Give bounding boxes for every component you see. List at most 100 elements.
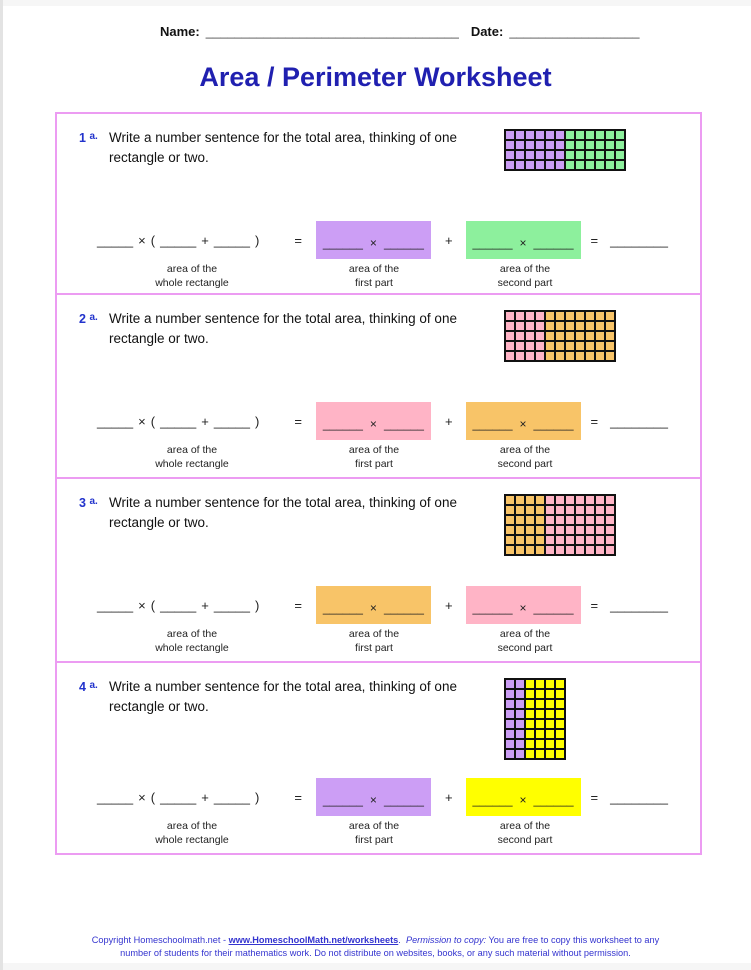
grid-cell xyxy=(516,526,524,534)
grid-cell xyxy=(576,526,584,534)
label-second-part: area of the second part xyxy=(440,443,610,471)
problem-number-suffix: a. xyxy=(89,680,98,691)
blank-field: ______ xyxy=(383,236,424,250)
grid-cell xyxy=(606,151,614,159)
grid-cell xyxy=(516,740,524,748)
grid-cell xyxy=(516,141,524,149)
grid-cell xyxy=(526,740,534,748)
label-line: whole rectangle xyxy=(155,834,229,847)
blank-field: ______ xyxy=(533,236,574,250)
grid-cell xyxy=(556,516,564,524)
label-line: second part xyxy=(497,277,553,290)
open-paren: ( xyxy=(150,597,156,613)
plus-sign: + xyxy=(444,232,453,248)
grid-cell xyxy=(586,526,594,534)
label-line: area of the xyxy=(166,820,218,832)
grid-cell xyxy=(546,526,554,534)
blank-field: _____ xyxy=(97,232,134,248)
grid-cell xyxy=(556,690,564,698)
blank-field: _____ xyxy=(213,597,250,613)
grid-cell xyxy=(576,342,584,350)
grid-cell xyxy=(506,131,514,139)
number-sentence-4: _____ ×(_____ + _____) = ______ × ______ + __… xyxy=(97,775,694,819)
grid-cell xyxy=(526,342,534,350)
label-line: area of the xyxy=(499,628,551,640)
grid-cell xyxy=(536,141,544,149)
times-sign: × xyxy=(138,413,146,429)
open-paren: ( xyxy=(150,413,156,429)
grid-cell xyxy=(526,151,534,159)
grid-cell xyxy=(566,546,574,554)
grid-cell xyxy=(536,546,544,554)
grid-cell xyxy=(536,312,544,320)
grid-cell xyxy=(576,322,584,330)
whole-expression: _____ ×(_____ + _____) xyxy=(97,790,264,805)
grid-cell xyxy=(616,131,624,139)
blank-field: _____ xyxy=(160,597,197,613)
grid-cell xyxy=(586,342,594,350)
grid-cell xyxy=(526,332,534,340)
grid-cell xyxy=(536,536,544,544)
grid-cell xyxy=(566,516,574,524)
grid-cell xyxy=(516,312,524,320)
grid-cell xyxy=(596,342,604,350)
grid-cell xyxy=(556,352,564,360)
grid-cell xyxy=(536,516,544,524)
grid-cell xyxy=(566,322,574,330)
first-part-box: ______ × ______ xyxy=(315,586,431,624)
grid-cell xyxy=(596,516,604,524)
label-line: whole rectangle xyxy=(155,458,229,471)
close-paren: ) xyxy=(255,413,260,429)
grid-cell xyxy=(516,332,524,340)
grid-cell xyxy=(596,496,604,504)
label-second-part: area of the second part xyxy=(440,627,610,655)
grid-cell xyxy=(566,312,574,320)
blank-field: ______ xyxy=(533,417,574,431)
grid-cell xyxy=(596,352,604,360)
grid-cell xyxy=(546,312,554,320)
blank-field: ______ xyxy=(383,793,424,807)
grid-cell xyxy=(556,730,564,738)
grid-cell xyxy=(566,141,574,149)
grid-cell xyxy=(516,730,524,738)
grid-cell xyxy=(586,496,594,504)
grid-cell xyxy=(546,151,554,159)
grid-cell xyxy=(586,506,594,514)
grid-cell xyxy=(516,131,524,139)
grid-cell xyxy=(566,342,574,350)
times-sign: × xyxy=(369,793,377,807)
grid-cell xyxy=(576,161,584,169)
close-paren: ) xyxy=(255,789,260,805)
grid-cell xyxy=(516,536,524,544)
grid-cell xyxy=(606,516,614,524)
grid-cell xyxy=(546,342,554,350)
blank-field: _____ xyxy=(160,232,197,248)
problem-3: 3 a. Write a number sentence for the tot… xyxy=(57,479,700,663)
grid-cell xyxy=(526,506,534,514)
grid-cell xyxy=(506,730,514,738)
grid-cell xyxy=(556,161,564,169)
first-part-box: ______ × ______ xyxy=(315,221,431,259)
result-blank: ________ xyxy=(610,597,668,613)
grid-cell xyxy=(606,322,614,330)
grid-cell xyxy=(576,506,584,514)
grid-cell xyxy=(556,740,564,748)
grid-cell xyxy=(576,332,584,340)
grid-cell xyxy=(556,322,564,330)
label-line: area of the xyxy=(166,628,218,640)
worksheets-link[interactable]: www.HomeschoolMath.net/worksheets xyxy=(228,935,399,945)
grid-cell xyxy=(586,536,594,544)
grid-cell xyxy=(546,690,554,698)
open-paren: ( xyxy=(150,789,156,805)
grid-cell xyxy=(506,322,514,330)
grid-cell xyxy=(586,352,594,360)
grid-cell xyxy=(506,546,514,554)
label-line: area of the xyxy=(348,628,400,640)
grid-cell xyxy=(556,141,564,149)
grid-cell xyxy=(506,352,514,360)
equals-sign: = xyxy=(294,597,302,613)
grid-cell xyxy=(506,141,514,149)
whole-expression: _____ ×(_____ + _____) xyxy=(97,233,264,248)
label-line: second part xyxy=(497,642,553,655)
grid-cell xyxy=(586,312,594,320)
